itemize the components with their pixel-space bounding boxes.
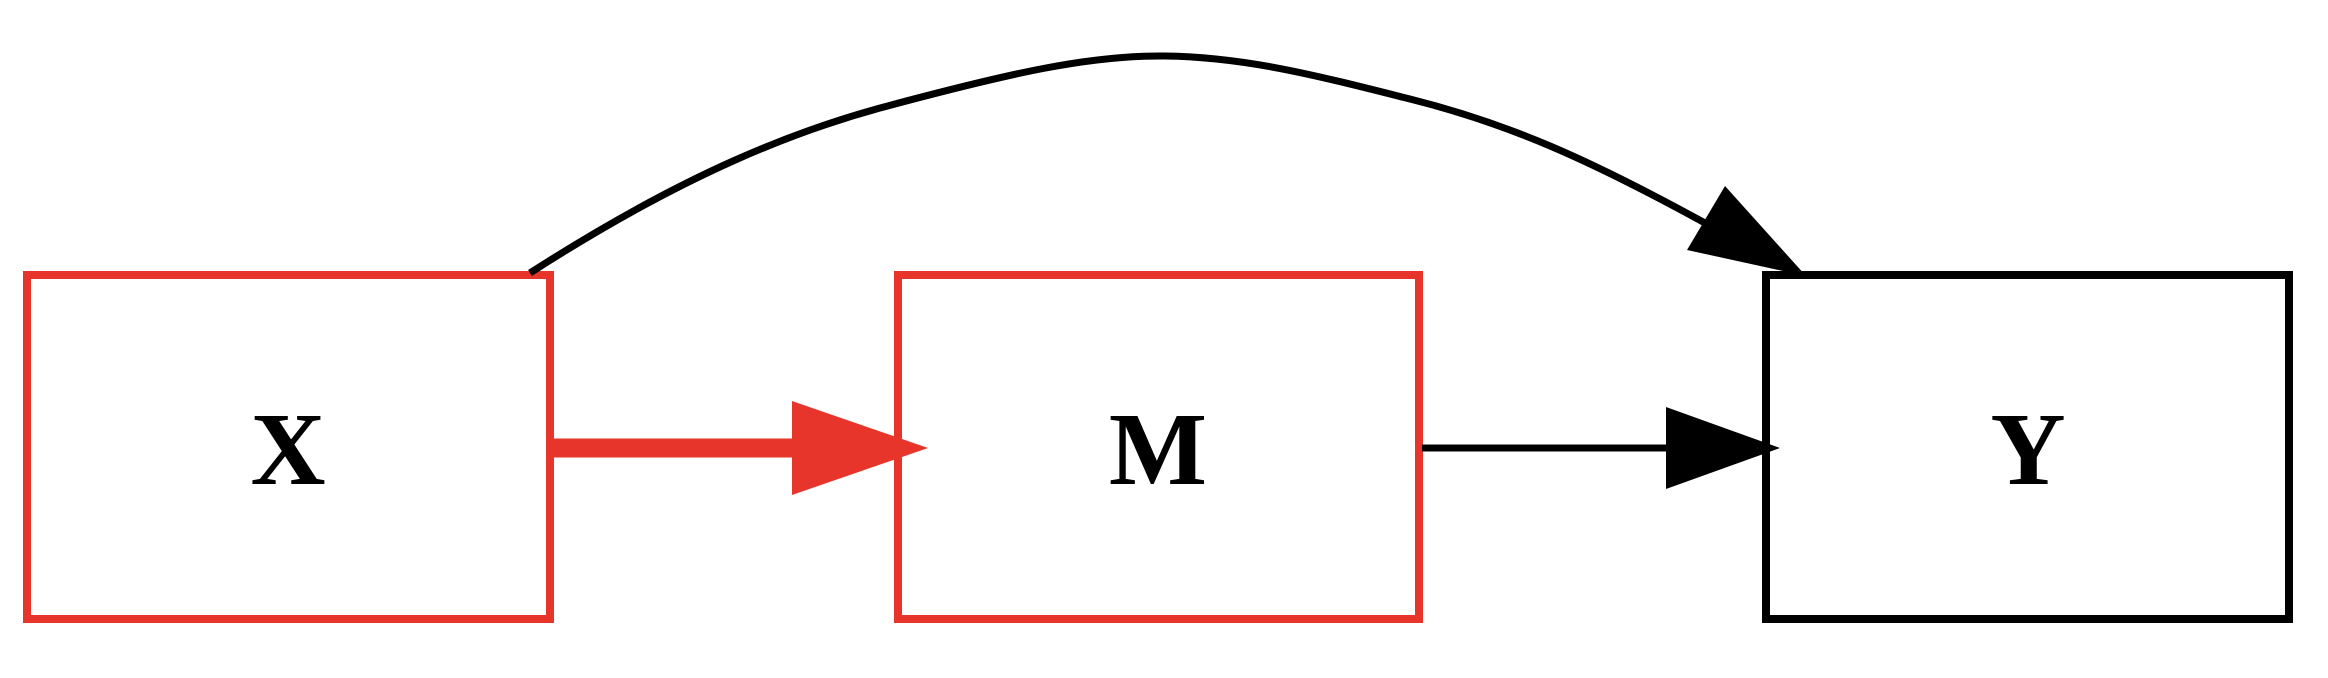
- edge-m-to-y: [1422, 407, 1780, 489]
- edge-x-to-y-curve: [528, 52, 1707, 276]
- edge-x-to-y: [528, 52, 1806, 276]
- node-y-label: Y: [1990, 392, 2065, 507]
- node-m: M: [894, 271, 1423, 623]
- edge-m-to-y-arrowhead: [1666, 407, 1780, 489]
- edge-x-to-y-arrowhead: [1687, 186, 1806, 276]
- edge-x-to-m-arrowhead: [792, 401, 928, 495]
- node-x: X: [23, 271, 554, 623]
- node-y: Y: [1762, 271, 2293, 623]
- node-m-label: M: [1109, 392, 1207, 507]
- edge-x-to-m: [550, 401, 928, 495]
- node-x-label: X: [250, 392, 325, 507]
